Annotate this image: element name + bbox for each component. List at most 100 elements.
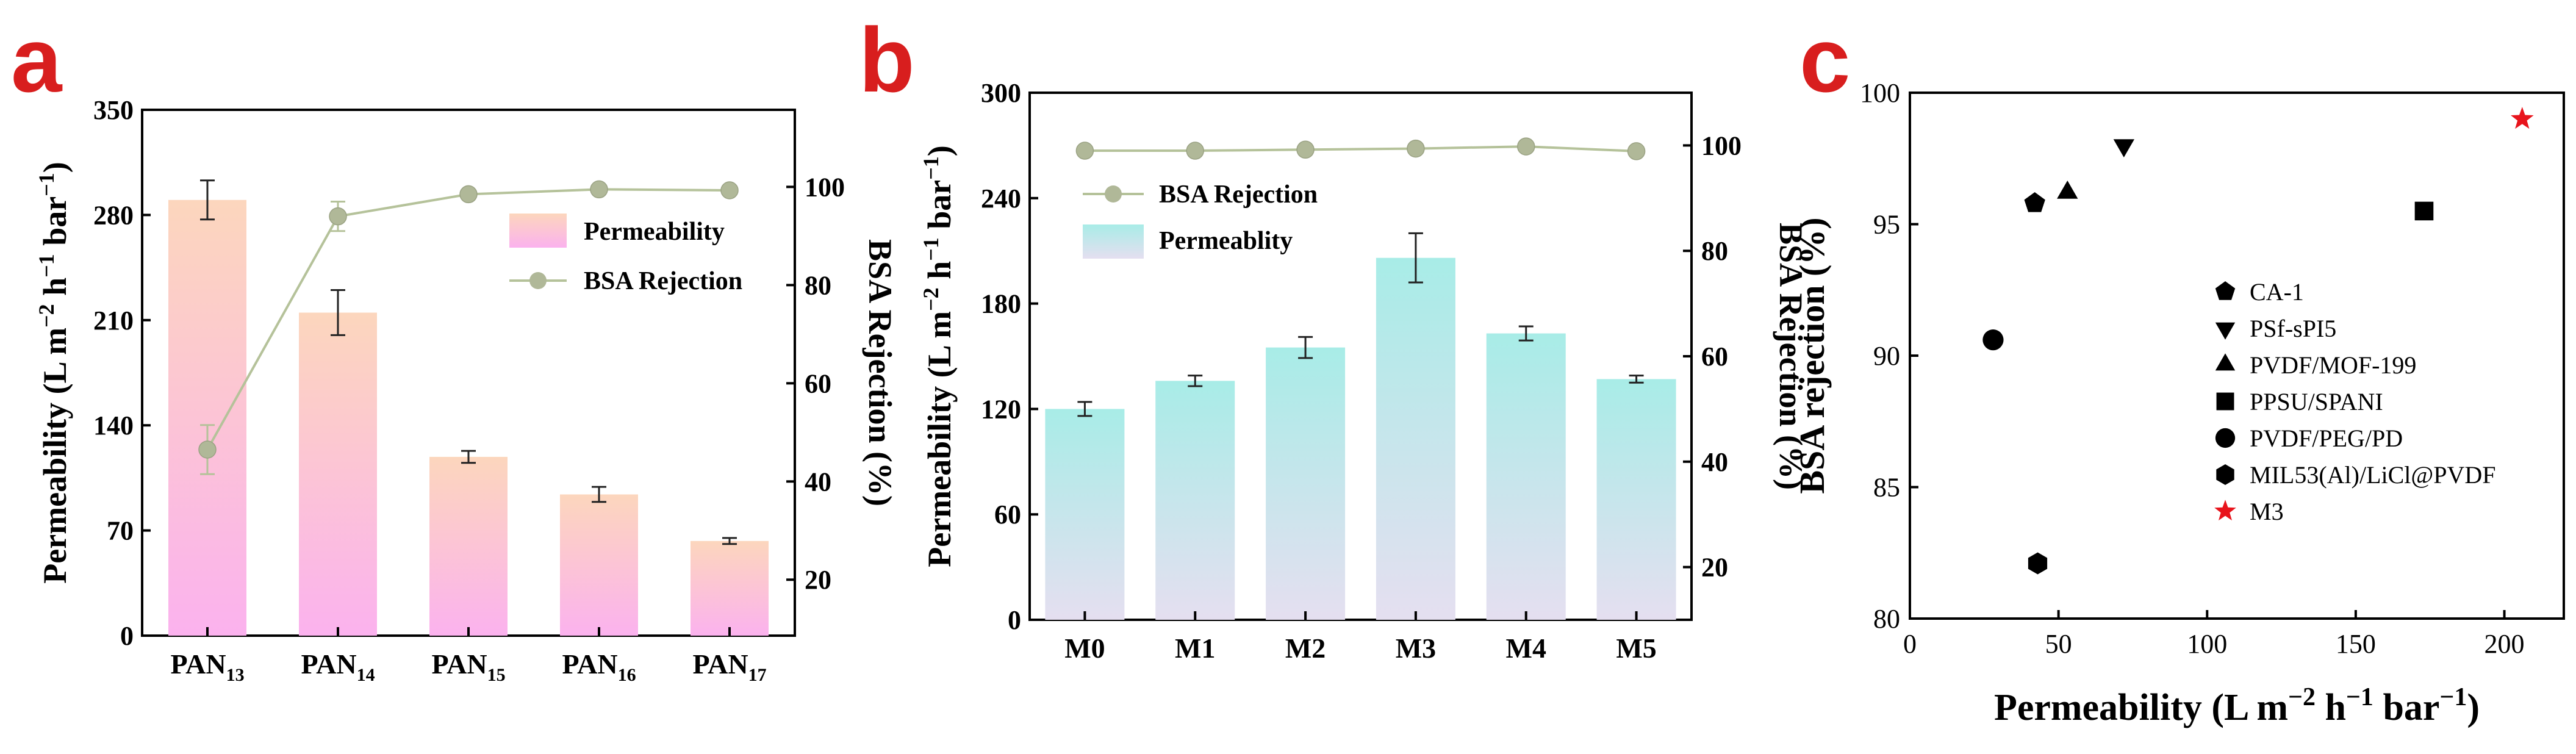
bar-a-0 xyxy=(168,199,246,636)
bar-a-4 xyxy=(691,540,769,636)
y-tick-label-left-a-2: 140 xyxy=(93,411,134,440)
y-axis-label-left-b: Permeability (L m−2 h−1 bar−1) xyxy=(919,145,958,567)
error-bar-b-0 xyxy=(1077,401,1092,417)
legend-label-bsa-b: BSA Rejection xyxy=(1159,181,1318,209)
y-tick-label-right-b-3: 80 xyxy=(1701,236,1728,266)
line-point-b-1 xyxy=(1186,142,1204,160)
bar-a-2 xyxy=(429,456,508,636)
legend-label-c-0: CA-1 xyxy=(2250,278,2304,306)
line-point-b-3 xyxy=(1407,139,1425,158)
error-bar-b-2 xyxy=(1298,336,1313,359)
line-point-b-5 xyxy=(1627,142,1646,160)
bar-a-1 xyxy=(299,312,377,636)
plot-frame-b xyxy=(1028,92,1693,621)
y-tick-label-left-a-4: 280 xyxy=(93,200,134,230)
y-axis-label-c: BSA rejection (%) xyxy=(1792,217,1832,494)
error-bar-b-3 xyxy=(1408,232,1423,284)
y-axis-label-left-a: Permeability (L m−2 h−1 bar−1) xyxy=(34,162,73,583)
plot-frame-c xyxy=(1909,92,2565,620)
scatter-point-mil53-al-licl-pvdf xyxy=(2028,552,2048,575)
legend-swatch-permeability-b xyxy=(1083,224,1144,259)
panel-label-c: c xyxy=(1799,9,1850,111)
line-point-a-4 xyxy=(720,181,739,199)
line-point-a-3 xyxy=(590,180,608,199)
bar-b-2 xyxy=(1266,347,1346,620)
bar-b-3 xyxy=(1376,257,1455,620)
panel-label-a: a xyxy=(11,9,63,111)
legend-label-permeability-a: Permeability xyxy=(584,218,725,246)
legend-label-c-2: PVDF/MOF-199 xyxy=(2250,351,2416,379)
bar-b-5 xyxy=(1596,379,1676,620)
legend-marker-c-4 xyxy=(2215,428,2236,448)
line-point-a-2 xyxy=(459,185,478,204)
error-bar-a-2 xyxy=(461,450,476,464)
error-bar-b-4 xyxy=(1518,325,1534,342)
y-tick-label-left-a-3: 210 xyxy=(93,306,134,336)
y-axis-label-right-a: BSA Rejection (%) xyxy=(862,239,899,506)
y-tick-label-left-a-1: 70 xyxy=(107,516,134,546)
legend-marker-bsa-b xyxy=(1105,185,1122,203)
line-point-b-0 xyxy=(1075,142,1094,160)
x-tick-label-a-0: PAN13 xyxy=(170,648,244,685)
x-tick-label-a-2: PAN15 xyxy=(431,648,505,685)
panel-a: a 0 70 140 210 280 350 20 40 60 80 100 PAN13 PAN14… xyxy=(11,9,899,685)
legend-marker-c-2 xyxy=(2215,353,2236,371)
y-tick-label-right-b-0: 20 xyxy=(1701,553,1728,583)
y-tick-label-right-b-4: 100 xyxy=(1701,131,1742,160)
error-bar-b-1 xyxy=(1188,375,1203,387)
legend-label-c-1: PSf-sPI5 xyxy=(2250,315,2336,342)
bar-b-1 xyxy=(1155,381,1235,620)
y-tick-label-left-b-5: 300 xyxy=(981,78,1021,108)
x-tick-label-b-5: M5 xyxy=(1616,633,1656,664)
error-bar-b-5 xyxy=(1629,375,1644,384)
legend-b: BSA Rejection Permeablity xyxy=(1083,181,1318,259)
y-tick-label-left-b-3: 180 xyxy=(981,289,1021,319)
x-tick-label-b-2: M2 xyxy=(1285,633,1326,664)
y-tick-label-c-2: 90 xyxy=(1873,341,1900,371)
legend-marker-c-6 xyxy=(2214,500,2236,521)
y-tick-label-left-b-4: 240 xyxy=(981,184,1021,214)
scatter-point-pvdf-mof-199 xyxy=(2057,181,2078,199)
bar-b-0 xyxy=(1045,409,1125,620)
scatter-point-ca-1 xyxy=(2024,192,2045,212)
x-tick-label-c-2: 100 xyxy=(2187,629,2227,659)
bar-a-3 xyxy=(560,494,638,636)
line-point-a-0 xyxy=(198,440,217,459)
y-tick-label-right-a-4: 100 xyxy=(805,172,845,202)
legend-label-c-5: MIL53(Al)/LiCl@PVDF xyxy=(2250,461,2496,489)
x-tick-label-b-3: M3 xyxy=(1396,633,1436,664)
y-tick-label-right-a-2: 60 xyxy=(805,368,831,398)
y-tick-label-right-a-1: 40 xyxy=(805,467,831,497)
legend-label-c-6: M3 xyxy=(2250,498,2284,525)
legend-marker-bsa-a xyxy=(529,272,547,289)
y-tick-label-c-1: 85 xyxy=(1873,473,1900,503)
error-bar-a-3 xyxy=(592,486,606,503)
x-tick-label-b-0: M0 xyxy=(1064,633,1105,664)
panel-c: c 0 50 100 150 200 80 85 90 95 100 CA-1 PSf-sPI5 P… xyxy=(1792,9,2565,728)
x-tick-label-c-1: 50 xyxy=(2045,629,2072,659)
y-tick-label-left-a-5: 350 xyxy=(93,95,134,125)
panel-b: b 0 60 120 180 240 300 20 40 60 80 100 M0 M1 M2 M3 M4… xyxy=(859,9,1809,664)
panel-label-b: b xyxy=(859,9,915,111)
scatter-point-psf-spi5 xyxy=(2113,139,2134,157)
y-axis-label-right-b: BSA Rejection (%) xyxy=(1773,223,1809,490)
y-tick-label-right-a-0: 20 xyxy=(805,565,831,595)
error-bar-a-0 xyxy=(200,179,215,221)
y-tick-label-right-a-3: 80 xyxy=(805,270,831,300)
legend-marker-c-0 xyxy=(2215,281,2236,300)
x-tick-label-c-3: 150 xyxy=(2336,629,2376,659)
x-tick-label-c-0: 0 xyxy=(1903,629,1917,659)
scatter-point-ppsu-spani xyxy=(2414,201,2434,221)
scatter-point-m3 xyxy=(2511,107,2534,129)
legend-marker-c-3 xyxy=(2216,392,2234,411)
legend-marker-c-1 xyxy=(2215,322,2236,340)
x-tick-label-b-4: M4 xyxy=(1506,633,1546,664)
legend-a: Permeability BSA Rejection xyxy=(509,214,742,295)
x-tick-label-a-1: PAN14 xyxy=(301,648,375,685)
y-tick-label-right-b-2: 60 xyxy=(1701,342,1728,372)
error-bar-a-1 xyxy=(331,289,345,336)
y-tick-label-right-b-1: 40 xyxy=(1701,447,1728,477)
x-tick-label-a-3: PAN16 xyxy=(562,648,636,685)
y-tick-label-c-3: 95 xyxy=(1873,210,1900,240)
